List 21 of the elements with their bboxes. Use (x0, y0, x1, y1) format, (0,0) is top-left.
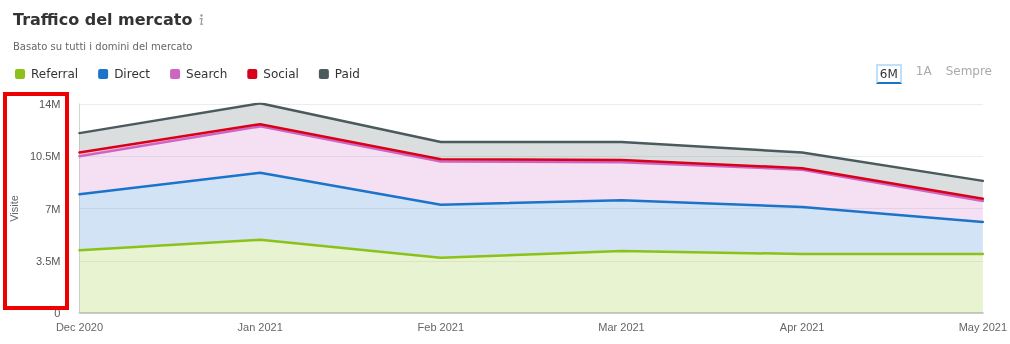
text: 6M (875, 64, 902, 84)
x-tick-label: Feb 2021 (417, 320, 465, 333)
legend-label: Referral (31, 67, 79, 81)
x-tick-label: Apr 2021 (779, 320, 825, 333)
legend-label: Paid (334, 67, 360, 81)
legend-label: Social (263, 67, 299, 81)
y-tick-label: 14M (39, 98, 61, 110)
y-tick-label: 3.5M (36, 254, 61, 267)
legend-label: Direct (114, 67, 151, 81)
x-tick-label: Jan 2021 (237, 320, 283, 333)
legend-label: Search (186, 67, 228, 81)
y-tick-label: 7M (45, 202, 61, 215)
y-axis-title: Visite (7, 195, 20, 222)
text: Sempre (945, 64, 992, 80)
chart-subtitle: Basato su tutti i domini del mercato (13, 40, 193, 52)
x-tick-label: Dec 2020 (55, 320, 104, 333)
chart-title: Traffico del mercato (13, 9, 193, 29)
text: 1A (915, 64, 932, 80)
y-tick-label: 10.5M (29, 150, 61, 163)
x-tick-label: May 2021 (958, 320, 1007, 333)
x-tick-label: Mar 2021 (598, 320, 645, 333)
